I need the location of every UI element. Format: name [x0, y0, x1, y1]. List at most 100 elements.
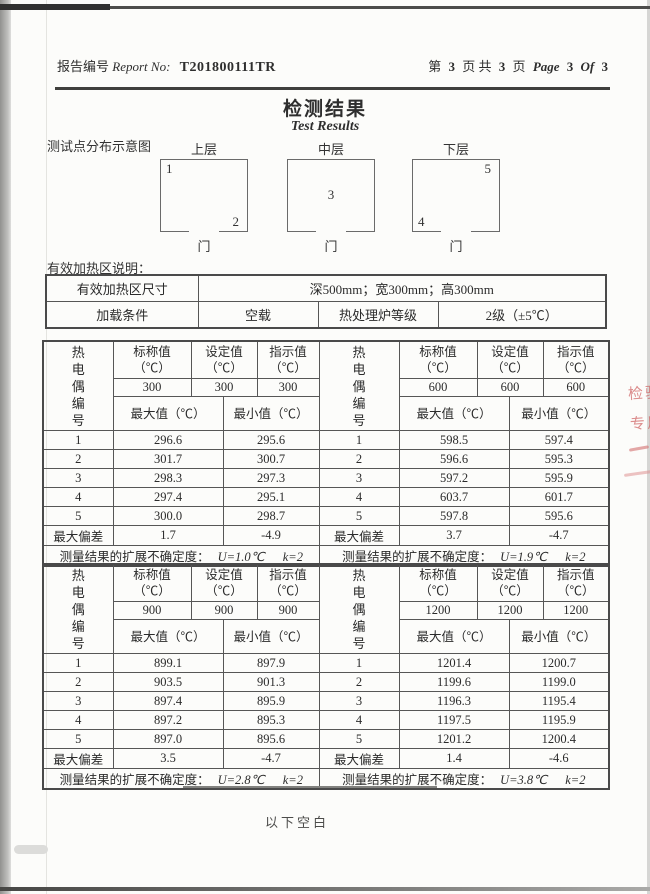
- max-value: 897.4: [112, 691, 224, 711]
- test-point-diagram: 上层 1 2 门 中层 3 门 下层 5 4 门: [0, 142, 650, 254]
- max-value: 1201.2: [398, 729, 510, 749]
- page-word-en: Page: [532, 59, 560, 74]
- indicated-header: 指示值 （℃）: [256, 340, 320, 379]
- nominal-temp: 1200: [398, 601, 478, 620]
- max-value: 296.6: [112, 430, 224, 450]
- min-value: 901.3: [222, 672, 320, 692]
- indicated-temp: 1200: [542, 601, 610, 620]
- layer-label: 中层: [317, 142, 344, 157]
- thermocouple-number: 4: [42, 487, 114, 507]
- max-header: 最大值（℃）: [112, 396, 224, 431]
- thermocouple-number: 5: [42, 506, 114, 526]
- test-point-3: 3: [327, 186, 335, 202]
- max-header: 最大值（℃）: [112, 619, 224, 654]
- uncertainty-label: 测量结果的扩展不确定度：: [342, 550, 493, 564]
- min-value: 1195.4: [508, 691, 610, 711]
- deviation-max: 1.7: [112, 525, 224, 546]
- max-header: 最大值（℃）: [398, 619, 510, 654]
- thermocouple-col-header: 热电偶编号: [318, 563, 400, 654]
- uncertainty-u-value: U=3.8℃: [500, 773, 548, 787]
- thermocouple-number: 2: [318, 449, 400, 469]
- measurement-row: 5 300.0 298.7 5 597.8 595.6: [42, 506, 610, 526]
- scan-smudge: [14, 845, 48, 854]
- min-value: 595.6: [508, 506, 610, 526]
- thermocouple-number: 3: [42, 691, 114, 711]
- max-value: 597.2: [398, 468, 510, 488]
- chamber-box-lower: 5 4: [412, 159, 500, 233]
- measurement-row: 3 897.4 895.9 3 1196.3 1195.4: [42, 691, 610, 711]
- thermocouple-number: 3: [318, 691, 400, 711]
- max-value: 897.2: [112, 710, 224, 730]
- chamber-box-upper: 1 2: [160, 159, 248, 233]
- measurement-row: 1 296.6 295.6 1 598.5 597.4: [42, 430, 610, 450]
- thermocouple-number: 2: [42, 449, 114, 469]
- table-header-row: 热电偶编号 标称值 （℃） 设定值 （℃） 指示值 （℃） 热电偶编号 标称值 （℃） …: [42, 563, 610, 654]
- measurement-row: 1 899.1 897.9 1 1201.4 1200.7: [42, 653, 610, 673]
- min-value: 897.9: [222, 653, 320, 673]
- set-header: 设定值 （℃）: [190, 563, 258, 602]
- deviation-min: -4.7: [508, 525, 610, 546]
- heating-size-label: 有效加热区尺寸: [45, 274, 199, 302]
- set-header: 设定值 （℃）: [476, 340, 544, 379]
- indicated-header: 指示值 （℃）: [542, 563, 610, 602]
- max-value: 300.0: [112, 506, 224, 526]
- chamber-box-middle: 3: [287, 159, 375, 233]
- set-temp: 900: [190, 601, 258, 620]
- report-no-label-en: Report No:: [112, 59, 171, 74]
- deviation-max: 1.4: [398, 748, 510, 769]
- min-value: 595.3: [508, 449, 610, 469]
- header-rule: [55, 87, 610, 90]
- page-prefix: 第: [428, 59, 442, 74]
- report-no-label-zh: 报告编号: [57, 59, 110, 74]
- report-header: 报告编号 Report No: T201800111TR 第 3 页 共 3 页…: [57, 56, 610, 76]
- uncertainty-k-value: k=2: [282, 550, 303, 564]
- min-header: 最小值（℃）: [508, 619, 610, 654]
- deviation-min: -4.6: [508, 748, 610, 769]
- page-subtitle: Test Results: [290, 119, 360, 134]
- thermocouple-number: 1: [318, 653, 400, 673]
- max-value: 897.0: [112, 729, 224, 749]
- indicated-temp: 300: [256, 378, 320, 397]
- test-point-2: 2: [232, 214, 240, 229]
- min-header: 最小值（℃）: [222, 396, 320, 431]
- page-suffix: 页: [512, 59, 526, 74]
- deviation-label: 最大偏差: [318, 525, 400, 546]
- indicated-header: 指示值 （℃）: [542, 340, 610, 379]
- min-value: 601.7: [508, 487, 610, 507]
- furnace-grade-value: 2级（±5℃）: [437, 301, 607, 329]
- layer-middle: 中层 3 门: [287, 142, 375, 255]
- page-total-en: 3: [601, 59, 609, 74]
- min-value: 295.1: [222, 487, 320, 507]
- layer-upper: 上层 1 2 门: [160, 142, 248, 255]
- deviation-label: 最大偏差: [42, 525, 114, 546]
- heating-zone-caption: 有效加热区说明：: [47, 261, 152, 276]
- door-gap: [189, 229, 219, 233]
- nominal-temp: 600: [398, 378, 478, 397]
- measurement-row: 3 298.3 297.3 3 597.2 595.9: [42, 468, 610, 488]
- uncertainty-cell: 测量结果的扩展不确定度： U=1.0℃ k=2: [42, 545, 320, 567]
- nominal-header: 标称值 （℃）: [112, 340, 192, 379]
- red-stamp-fragment: 检验: [627, 384, 650, 404]
- thermocouple-number: 4: [318, 487, 400, 507]
- deviation-label: 最大偏差: [42, 748, 114, 769]
- max-value: 899.1: [112, 653, 224, 673]
- uncertainty-label: 测量结果的扩展不确定度：: [59, 773, 210, 787]
- thermocouple-number: 5: [318, 729, 400, 749]
- scan-stray-line: [183, 786, 437, 788]
- test-point-5: 5: [484, 161, 492, 176]
- thermocouple-number: 4: [42, 710, 114, 730]
- uncertainty-k-value: k=2: [282, 773, 303, 787]
- min-value: 1195.9: [508, 710, 610, 730]
- load-condition-label: 加载条件: [45, 301, 199, 329]
- thermocouple-number: 3: [318, 468, 400, 488]
- layer-label: 上层: [190, 142, 217, 157]
- thermocouple-number: 3: [42, 468, 114, 488]
- measurement-row: 4 297.4 295.1 4 603.7 601.7: [42, 487, 610, 507]
- thermocouple-col-header: 热电偶编号: [42, 340, 114, 431]
- min-value: 297.3: [222, 468, 320, 488]
- report-number: T201800111TR: [179, 60, 276, 75]
- door-label: 门: [324, 239, 338, 254]
- measurement-row: 5 897.0 895.6 5 1201.2 1200.4: [42, 729, 610, 749]
- door-label: 门: [449, 239, 463, 254]
- thermocouple-number: 2: [318, 672, 400, 692]
